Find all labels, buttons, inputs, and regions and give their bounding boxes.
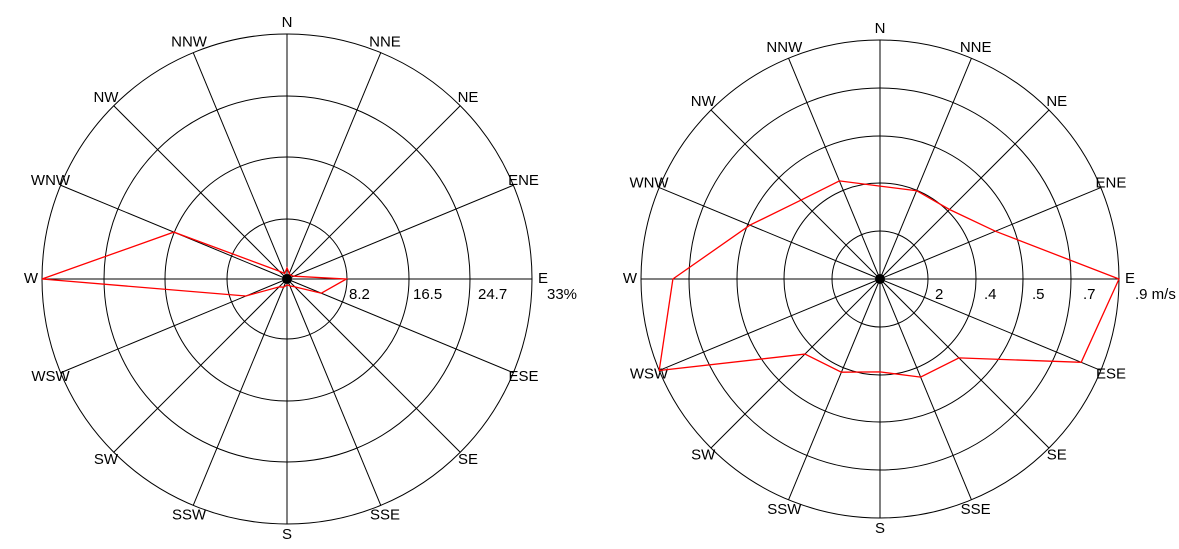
spoke-se	[879, 278, 1050, 449]
spoke-ssw	[192, 278, 288, 506]
spoke-wsw	[659, 278, 881, 371]
direction-label-ese: ESE	[509, 368, 539, 385]
direction-label-nne: NNE	[369, 33, 401, 50]
series-polygon	[41, 231, 349, 297]
direction-label-e: E	[538, 270, 548, 287]
direction-label-ese: ESE	[1096, 366, 1126, 383]
spoke-ese	[286, 278, 514, 374]
direction-label-ne: NE	[1046, 93, 1067, 110]
ring-label: .5	[1032, 286, 1045, 303]
spoke-wnw	[659, 187, 881, 280]
spoke-nw	[710, 109, 881, 280]
spoke-se	[286, 278, 461, 453]
direction-label-w: W	[623, 270, 638, 287]
direction-label-s: S	[282, 526, 292, 543]
direction-label-nnw: NNW	[171, 33, 208, 50]
spoke-ne	[286, 105, 461, 280]
spoke-nne	[286, 52, 382, 280]
direction-label-ssw: SSW	[172, 506, 207, 523]
spoke-ese	[879, 278, 1101, 371]
direction-label-wsw: WSW	[31, 368, 70, 385]
direction-label-nnw: NNW	[766, 39, 803, 56]
wind-rose-frequency: N NNE NE ENE E ESE SE SSE S SSW SW WSW W WNW NW NNW 8.2 1…	[24, 14, 577, 543]
direction-label-se: SE	[1047, 447, 1067, 464]
spoke-sse	[286, 278, 382, 506]
spoke-sw	[710, 278, 881, 449]
direction-label-n: N	[282, 14, 293, 31]
ring-label: 2	[935, 286, 943, 303]
center-dot	[282, 274, 292, 284]
ring-label: .7	[1083, 286, 1096, 303]
spoke-wsw	[60, 278, 288, 374]
direction-label-sse: SSE	[961, 501, 991, 518]
spoke-ssw	[788, 278, 881, 500]
spoke-nnw	[192, 52, 288, 280]
spoke-sw	[113, 278, 288, 453]
spoke-nw	[113, 105, 288, 280]
direction-label-wnw: WNW	[31, 172, 71, 189]
direction-label-e: E	[1125, 270, 1135, 287]
series-polygon	[658, 180, 1120, 378]
direction-label-sw: SW	[94, 451, 119, 468]
spoke-sse	[879, 278, 972, 500]
spoke-ene	[286, 184, 514, 280]
direction-label-se: SE	[458, 451, 478, 468]
direction-label-wsw: WSW	[630, 366, 669, 383]
spoke-nne	[879, 58, 972, 280]
direction-label-ssw: SSW	[767, 501, 802, 518]
ring-label: .4	[984, 286, 997, 303]
spoke-nnw	[788, 58, 881, 280]
ring-label: 8.2	[349, 286, 370, 303]
direction-label-wnw: WNW	[629, 174, 669, 191]
spoke-ene	[879, 187, 1101, 280]
ring-label: 24.7	[478, 286, 507, 303]
direction-label-ne: NE	[458, 89, 479, 106]
ring-label: 16.5	[413, 286, 442, 303]
direction-label-nne: NNE	[960, 39, 992, 56]
ring-label: 33%	[547, 286, 577, 303]
center-dot	[875, 274, 885, 284]
wind-rose-speed: N NNE NE ENE E ESE SE SSE S SSW SW WSW W WNW NW NNW 2 .4.…	[623, 20, 1176, 537]
direction-label-nw: NW	[691, 93, 717, 110]
direction-label-s: S	[875, 520, 885, 537]
spoke-ne	[879, 109, 1050, 280]
direction-label-sw: SW	[691, 447, 716, 464]
direction-label-sse: SSE	[370, 506, 400, 523]
direction-label-ene: ENE	[1096, 174, 1127, 191]
direction-label-w: W	[24, 270, 39, 287]
direction-label-nw: NW	[93, 89, 119, 106]
direction-label-n: N	[875, 20, 886, 37]
ring-label: .9 m/s	[1135, 286, 1176, 303]
direction-label-ene: ENE	[508, 172, 539, 189]
